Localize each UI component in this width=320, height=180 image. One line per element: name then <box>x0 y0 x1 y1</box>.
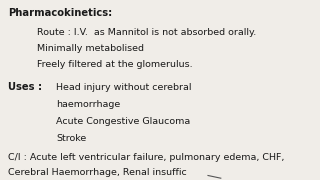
Text: Head injury without cerebral: Head injury without cerebral <box>56 83 191 92</box>
Text: Uses :: Uses : <box>8 82 42 92</box>
Text: Cerebral Haemorrhage, Renal insuffic: Cerebral Haemorrhage, Renal insuffic <box>8 168 187 177</box>
Text: Acute Congestive Glaucoma: Acute Congestive Glaucoma <box>56 117 190 126</box>
Text: Route : I.V.  as Mannitol is not absorbed orally.: Route : I.V. as Mannitol is not absorbed… <box>37 28 256 37</box>
Text: C/I : Acute left ventricular failure, pulmonary edema, CHF,: C/I : Acute left ventricular failure, pu… <box>8 153 284 162</box>
Text: Freely filtered at the glomerulus.: Freely filtered at the glomerulus. <box>37 60 192 69</box>
Text: haemorrhage: haemorrhage <box>56 100 120 109</box>
Text: Minimally metabolised: Minimally metabolised <box>37 44 144 53</box>
Text: Stroke: Stroke <box>56 134 86 143</box>
Text: Pharmacokinetics:: Pharmacokinetics: <box>8 8 112 19</box>
